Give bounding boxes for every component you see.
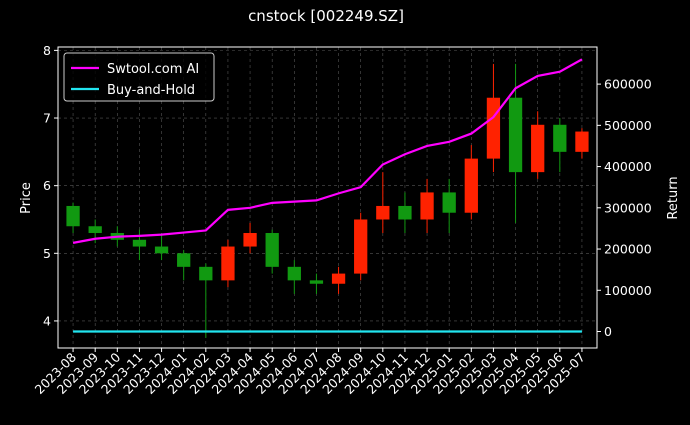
y2-tick-label: 400000 bbox=[604, 159, 652, 174]
y-tick-label: 7 bbox=[43, 111, 51, 126]
legend-label: Swtool.com AI bbox=[107, 62, 199, 77]
candle-body bbox=[199, 266, 213, 281]
candle-body bbox=[309, 280, 324, 284]
candle-body bbox=[265, 233, 279, 267]
candle-body bbox=[531, 124, 545, 173]
candle-body bbox=[221, 246, 235, 281]
candle-body bbox=[486, 97, 501, 159]
plot-frame bbox=[57, 46, 598, 349]
candle-body bbox=[88, 226, 102, 234]
y2-axis-label: Return bbox=[666, 176, 681, 219]
y2-tick-label: 200000 bbox=[604, 242, 652, 257]
candle-body bbox=[464, 158, 478, 213]
candle-body bbox=[331, 273, 346, 284]
candle-body bbox=[66, 205, 80, 227]
candle-body bbox=[420, 192, 434, 220]
y-tick-label: 8 bbox=[43, 43, 51, 58]
chart-title: cnstock [002249.SZ] bbox=[248, 7, 404, 25]
candle-body bbox=[177, 253, 191, 267]
candle-body bbox=[376, 205, 390, 220]
candle-body bbox=[154, 246, 169, 254]
candle-body bbox=[354, 219, 368, 274]
series-line bbox=[72, 58, 583, 244]
y2-tick-label: 300000 bbox=[604, 200, 652, 215]
candle-body bbox=[243, 233, 257, 247]
y2-tick-label: 0 bbox=[604, 324, 612, 339]
y-axis-label: Price bbox=[19, 182, 34, 214]
candle-body bbox=[398, 205, 412, 220]
candle-body bbox=[508, 97, 523, 173]
legend-label: Buy-and-Hold bbox=[107, 83, 195, 98]
y-tick-label: 4 bbox=[43, 313, 51, 328]
legend-box bbox=[63, 52, 215, 102]
candle-body bbox=[575, 131, 589, 152]
candle-body bbox=[132, 239, 147, 247]
y2-tick-label: 100000 bbox=[604, 283, 652, 298]
y-tick-label: 6 bbox=[43, 178, 51, 193]
y2-tick-label: 600000 bbox=[604, 77, 652, 92]
candle-body bbox=[287, 266, 301, 281]
legend: Swtool.com AI Buy-and-Hold bbox=[63, 52, 215, 102]
candle-body bbox=[442, 192, 456, 213]
y-tick-label: 5 bbox=[43, 246, 51, 261]
y2-tick-label: 500000 bbox=[604, 118, 652, 133]
candle-body bbox=[553, 124, 567, 152]
